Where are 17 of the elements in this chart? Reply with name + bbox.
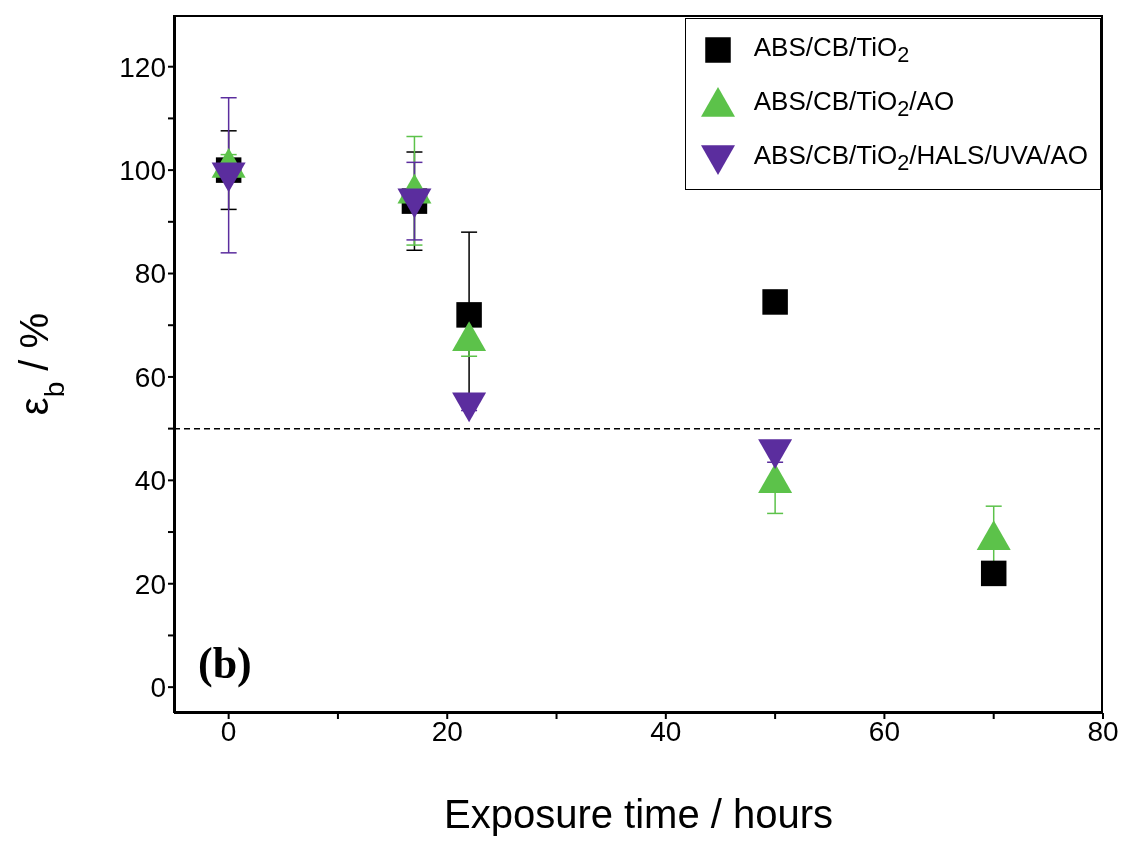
x-tick-label: 40 <box>650 715 682 747</box>
x-tick-label: 80 <box>1087 715 1119 747</box>
x-tick-label: 0 <box>220 715 237 747</box>
x-tick-label: 60 <box>868 715 900 747</box>
y-tick-label: 20 <box>134 568 166 600</box>
annotation: (b) <box>198 638 252 689</box>
y-tick-label: 80 <box>134 258 166 290</box>
y-tick-label: 40 <box>134 465 166 497</box>
y-tick-label: 0 <box>150 672 166 704</box>
legend-label: ABS/CB/TiO$_{2}$ <box>753 31 910 69</box>
legend-label: ABS/CB/TiO$_{2}$/AO <box>753 85 955 123</box>
x-axis-title: Exposure time / hours <box>443 792 834 836</box>
y-tick-label: 100 <box>119 155 166 187</box>
legend-label: ABS/CB/TiO$_{2}$/HALS/UVA/AO <box>753 139 1088 177</box>
y-tick-label: 60 <box>134 361 166 393</box>
y-tick-label: 120 <box>119 51 166 83</box>
x-tick-label: 20 <box>431 715 463 747</box>
